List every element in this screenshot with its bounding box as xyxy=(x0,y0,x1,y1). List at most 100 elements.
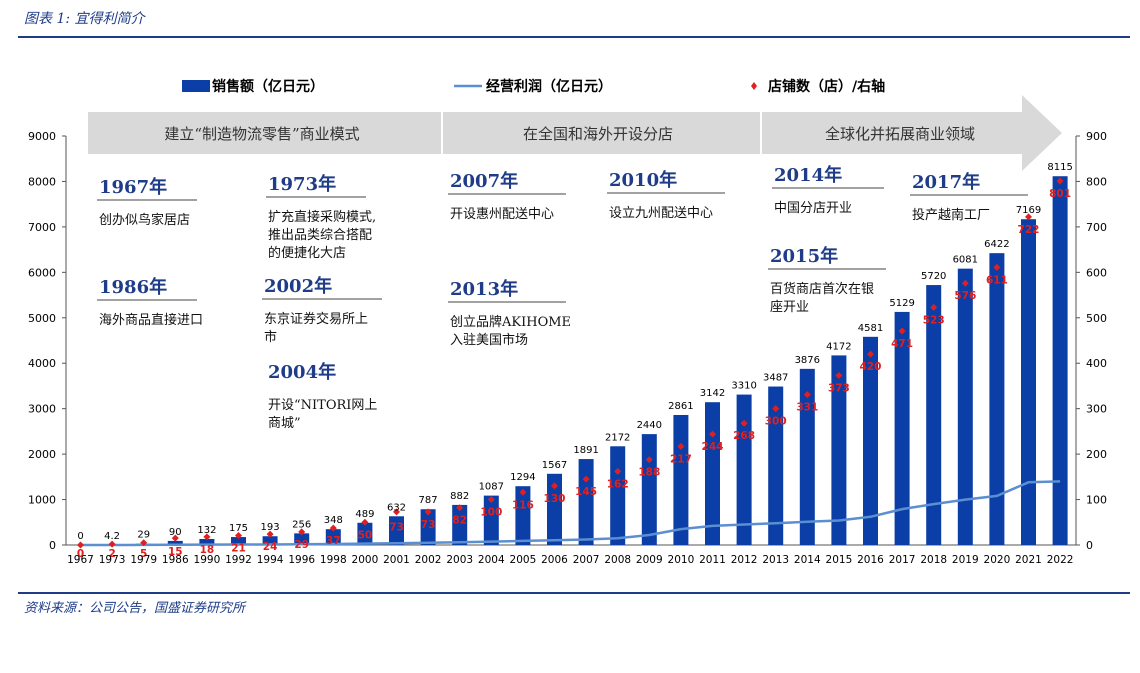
milestone-text: 市 xyxy=(264,329,277,345)
milestone-text: 的便捷化大店 xyxy=(268,245,346,261)
x-tick-label: 2006 xyxy=(541,554,568,566)
store-count-label: 2 xyxy=(108,548,115,560)
milestone-text: 东京证券交易所上 xyxy=(264,311,368,327)
y-left-tick-label: 2000 xyxy=(28,448,56,461)
sales-value-label: 4.2 xyxy=(104,531,120,542)
header-rule xyxy=(18,36,1130,38)
store-count-point xyxy=(108,540,116,548)
milestone-year: 1967年 xyxy=(99,176,167,198)
x-tick-label: 2016 xyxy=(857,554,884,566)
sales-value-label: 1294 xyxy=(510,472,535,483)
y-right-tick-label: 100 xyxy=(1086,494,1107,507)
sales-value-label: 787 xyxy=(419,495,438,506)
sales-bar xyxy=(389,516,404,545)
y-left-tick-label: 4000 xyxy=(28,357,56,370)
store-count-label: 37 xyxy=(326,535,341,547)
sales-value-label: 7169 xyxy=(1016,205,1041,216)
sales-value-label: 0 xyxy=(77,531,83,542)
y-left-tick-label: 3000 xyxy=(28,403,56,416)
store-count-point xyxy=(298,528,306,536)
milestone-year: 2004年 xyxy=(268,361,336,383)
x-tick-label: 2001 xyxy=(383,554,410,566)
store-count-label: 29 xyxy=(294,539,309,551)
milestone-text: 投产越南工厂 xyxy=(912,207,990,223)
store-count-label: 73 xyxy=(389,521,404,533)
sales-bar xyxy=(262,536,278,545)
store-count-point xyxy=(993,263,1001,271)
sales-value-label: 2861 xyxy=(668,401,693,412)
store-count-label: 722 xyxy=(1018,224,1040,236)
sales-value-label: 175 xyxy=(229,523,248,534)
sales-value-label: 193 xyxy=(261,522,280,533)
sales-value-label: 3310 xyxy=(731,381,756,392)
milestone-year: 2013年 xyxy=(450,278,518,300)
x-tick-label: 1996 xyxy=(288,554,315,566)
milestone-text: 座开业 xyxy=(770,300,809,315)
milestone-text: 商城” xyxy=(268,416,301,431)
sales-value-label: 1567 xyxy=(542,460,567,471)
store-count-point xyxy=(898,327,906,335)
sales-bar xyxy=(894,311,910,545)
store-count-label: 145 xyxy=(575,486,597,498)
milestone-text: 设立九州配送中心 xyxy=(609,206,713,221)
store-count-label: 24 xyxy=(263,541,278,553)
sales-value-label: 3487 xyxy=(763,373,788,384)
y-right-tick-label: 500 xyxy=(1086,312,1107,325)
store-count-point xyxy=(677,442,685,450)
footer-rule xyxy=(18,592,1130,594)
y-right-tick-label: 300 xyxy=(1086,403,1107,416)
legend-dot-label: 店铺数（店）/右轴 xyxy=(768,78,885,95)
sales-value-label: 2440 xyxy=(637,420,662,431)
y-left-tick-label: 9000 xyxy=(28,130,56,143)
y-left-tick-label: 5000 xyxy=(28,312,56,325)
store-count-label: 130 xyxy=(544,493,566,505)
y-right-tick-label: 900 xyxy=(1086,130,1107,143)
store-count-point xyxy=(772,405,780,413)
x-tick-label: 2012 xyxy=(731,554,758,566)
legend-bar-label: 销售额（亿日元） xyxy=(212,78,324,95)
milestone-text: 推出品类综合搭配 xyxy=(268,227,372,243)
y-right-tick-label: 800 xyxy=(1086,175,1107,188)
sales-value-label: 348 xyxy=(324,515,343,526)
store-count-label: 420 xyxy=(860,361,882,373)
store-count-label: 0 xyxy=(77,548,84,560)
milestone-year: 2015年 xyxy=(770,245,838,267)
sales-bar xyxy=(768,386,784,545)
store-count-point xyxy=(835,371,843,379)
store-count-point xyxy=(582,475,590,483)
milestone-text: 开设“NITORI网上 xyxy=(268,398,377,413)
store-count-label: 162 xyxy=(607,478,629,490)
milestone-text: 创立品牌AKIHOME xyxy=(450,314,571,330)
store-count-label: 50 xyxy=(358,529,373,541)
store-count-point xyxy=(803,391,811,399)
store-count-label: 18 xyxy=(200,544,215,556)
sales-bar xyxy=(610,446,626,545)
milestone-year: 2007年 xyxy=(450,170,518,192)
sales-bar xyxy=(926,285,942,545)
store-count-point xyxy=(519,488,527,496)
store-count-label: 471 xyxy=(891,338,913,350)
y-left-tick-label: 8000 xyxy=(28,175,56,188)
store-count-label: 188 xyxy=(638,467,660,479)
sales-bar xyxy=(1021,219,1036,545)
profit-line xyxy=(80,480,1061,547)
store-count-point xyxy=(77,541,84,549)
sales-value-label: 1087 xyxy=(479,482,504,493)
store-count-label: 21 xyxy=(231,542,246,554)
store-count-point xyxy=(551,482,558,490)
sales-bar xyxy=(420,509,436,545)
sales-value-label: 6422 xyxy=(984,239,1009,250)
store-count-point xyxy=(171,534,179,542)
store-count-point xyxy=(1025,213,1032,221)
store-count-label: 576 xyxy=(954,290,976,302)
store-count-point xyxy=(393,508,400,516)
sales-bar xyxy=(547,473,562,545)
store-count-label: 523 xyxy=(923,314,945,326)
sales-bar xyxy=(294,533,310,545)
sales-value-label: 882 xyxy=(450,491,469,502)
x-tick-label: 1992 xyxy=(225,554,252,566)
store-count-label: 73 xyxy=(421,519,436,531)
store-count-label: 268 xyxy=(733,430,755,442)
sales-bar xyxy=(799,368,815,545)
x-tick-label: 1986 xyxy=(162,554,189,566)
